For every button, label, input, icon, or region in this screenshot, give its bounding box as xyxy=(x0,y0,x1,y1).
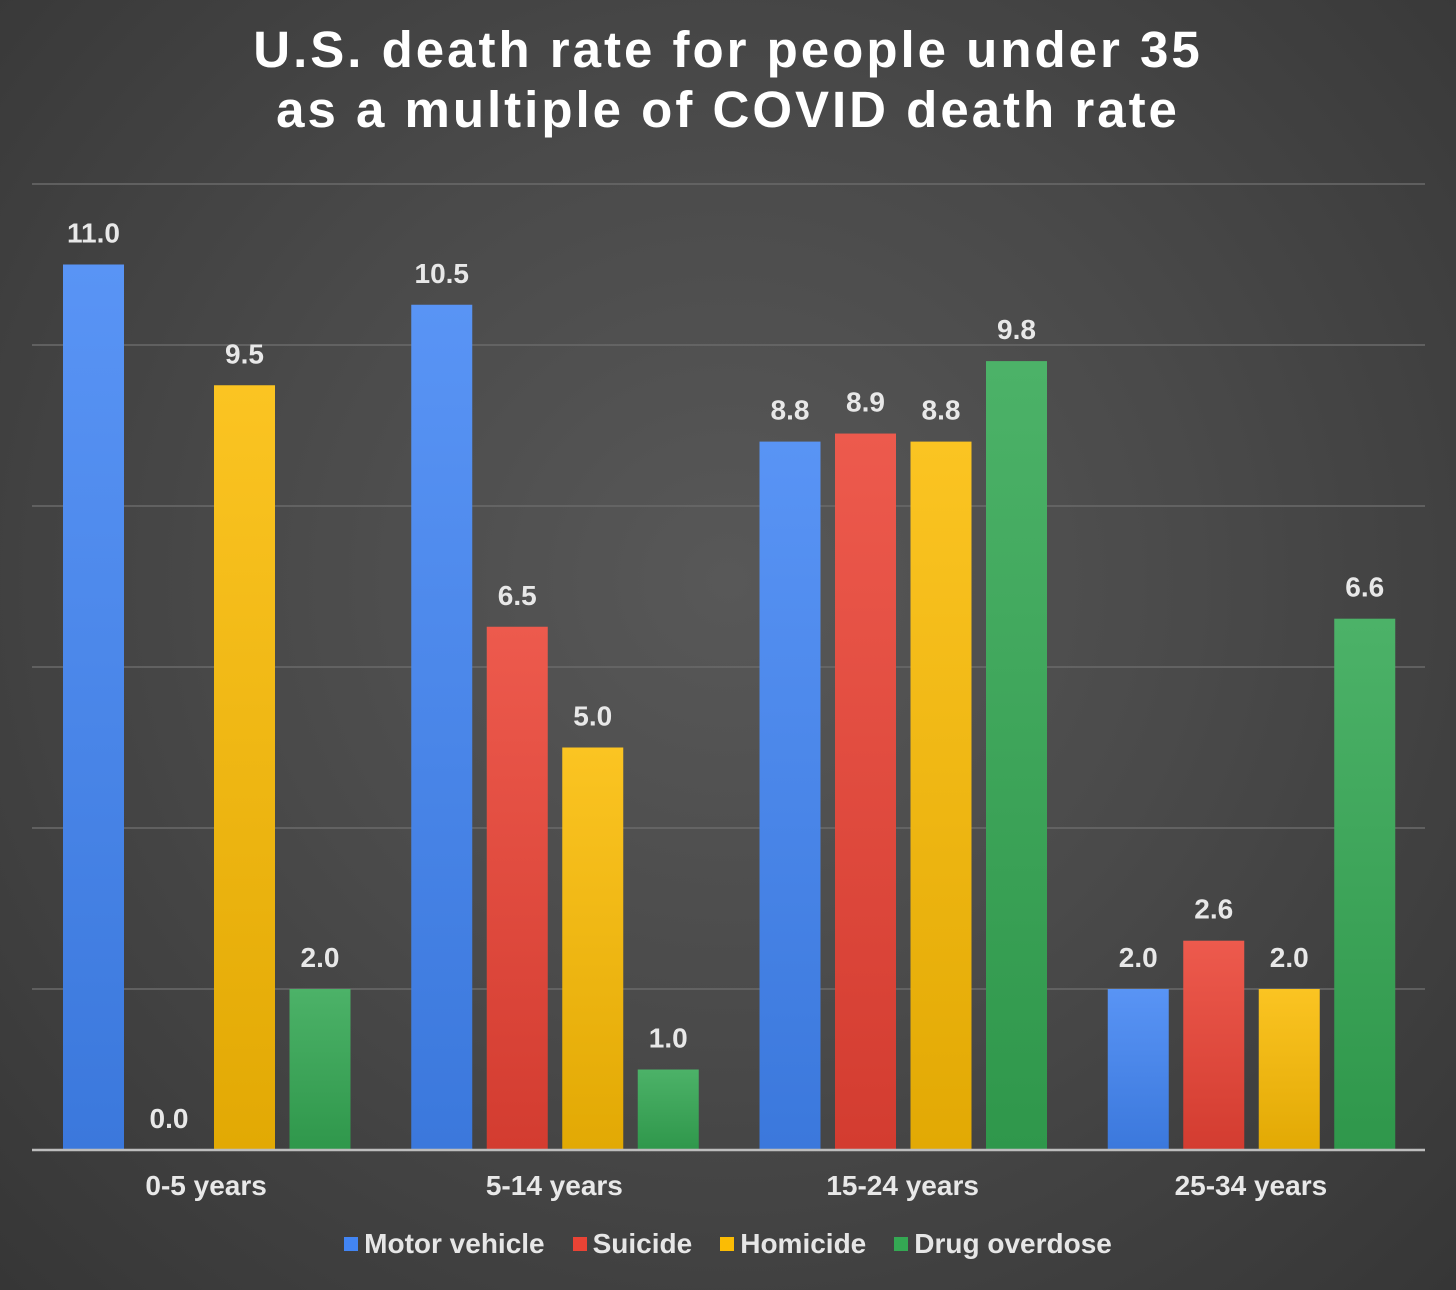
bar-homicide-0 xyxy=(214,385,275,1150)
legend-swatch xyxy=(894,1237,909,1251)
legend-label: Motor vehicle xyxy=(364,1228,545,1259)
data-label: 2.0 xyxy=(301,942,340,973)
legend-item-suicide: Suicide xyxy=(572,1228,693,1260)
data-label: 5.0 xyxy=(573,701,612,732)
data-label: 10.5 xyxy=(415,258,470,289)
legend-item-motor-vehicle: Motor vehicle xyxy=(344,1228,545,1260)
bar-motor-vehicle-2 xyxy=(759,441,821,1151)
legend-label: Homicide xyxy=(740,1228,867,1259)
legend-label: Suicide xyxy=(592,1228,693,1259)
x-tick-label: 25-34 years xyxy=(1175,1170,1328,1201)
data-label: 9.5 xyxy=(225,338,264,369)
bar-motor-vehicle-0 xyxy=(63,264,124,1150)
bar-suicide-1 xyxy=(486,626,548,1150)
bar-suicide-3 xyxy=(1183,940,1245,1150)
x-tick-label: 15-24 years xyxy=(826,1170,979,1201)
chart-title-line-1: U.S. death rate for people under 35 xyxy=(253,21,1203,78)
data-label: 8.8 xyxy=(922,395,961,426)
bars xyxy=(63,264,1396,1151)
legend: Motor vehicle Suicide Homicide Drug overdos… xyxy=(0,1228,1456,1260)
bar-suicide-2 xyxy=(835,433,896,1150)
x-tick-label: 0-5 years xyxy=(145,1170,266,1201)
bar-motor-vehicle-3 xyxy=(1107,989,1169,1150)
legend-swatch xyxy=(572,1237,587,1251)
bar-motor-vehicle-1 xyxy=(411,304,473,1150)
x-tick-labels: 0-5 years 5-14 years 15-24 years 25-34 year… xyxy=(145,1170,1327,1201)
data-label: 8.9 xyxy=(846,387,885,418)
legend-label: Drug overdose xyxy=(914,1228,1112,1259)
data-label: 2.6 xyxy=(1194,894,1233,925)
data-label: 8.8 xyxy=(771,395,810,426)
bar-drug-overdose-1 xyxy=(637,1069,699,1150)
legend-swatch xyxy=(720,1237,735,1251)
data-label: 11.0 xyxy=(67,218,120,249)
bar-drug-overdose-0 xyxy=(289,989,351,1150)
legend-item-drug-overdose: Drug overdose xyxy=(894,1228,1112,1260)
legend-item-homicide: Homicide xyxy=(720,1228,866,1260)
bar-drug-overdose-3 xyxy=(1334,618,1396,1150)
data-label: 9.8 xyxy=(997,314,1036,345)
bar-homicide-3 xyxy=(1258,989,1320,1150)
data-label: 2.0 xyxy=(1119,942,1158,973)
x-tick-label: 5-14 years xyxy=(486,1170,623,1201)
data-label: 0.0 xyxy=(150,1103,189,1134)
chart-title-line-2: as a multiple of COVID death rate xyxy=(276,81,1180,138)
data-label: 1.0 xyxy=(649,1023,688,1054)
bar-homicide-1 xyxy=(562,747,624,1150)
data-label: 2.0 xyxy=(1270,942,1309,973)
bar-drug-overdose-2 xyxy=(986,361,1047,1151)
chart-title: U.S. death rate for people under 35 as a… xyxy=(0,20,1456,140)
value-labels: 11.0 0.0 9.5 2.0 10.5 6.5 5.0 1.0 8.8 8.9 8.8 9.8 2.… xyxy=(67,218,1384,1135)
legend-swatch xyxy=(344,1237,359,1251)
data-label: 6.6 xyxy=(1345,572,1384,603)
bar-homicide-2 xyxy=(910,441,972,1151)
data-label: 6.5 xyxy=(498,580,537,611)
